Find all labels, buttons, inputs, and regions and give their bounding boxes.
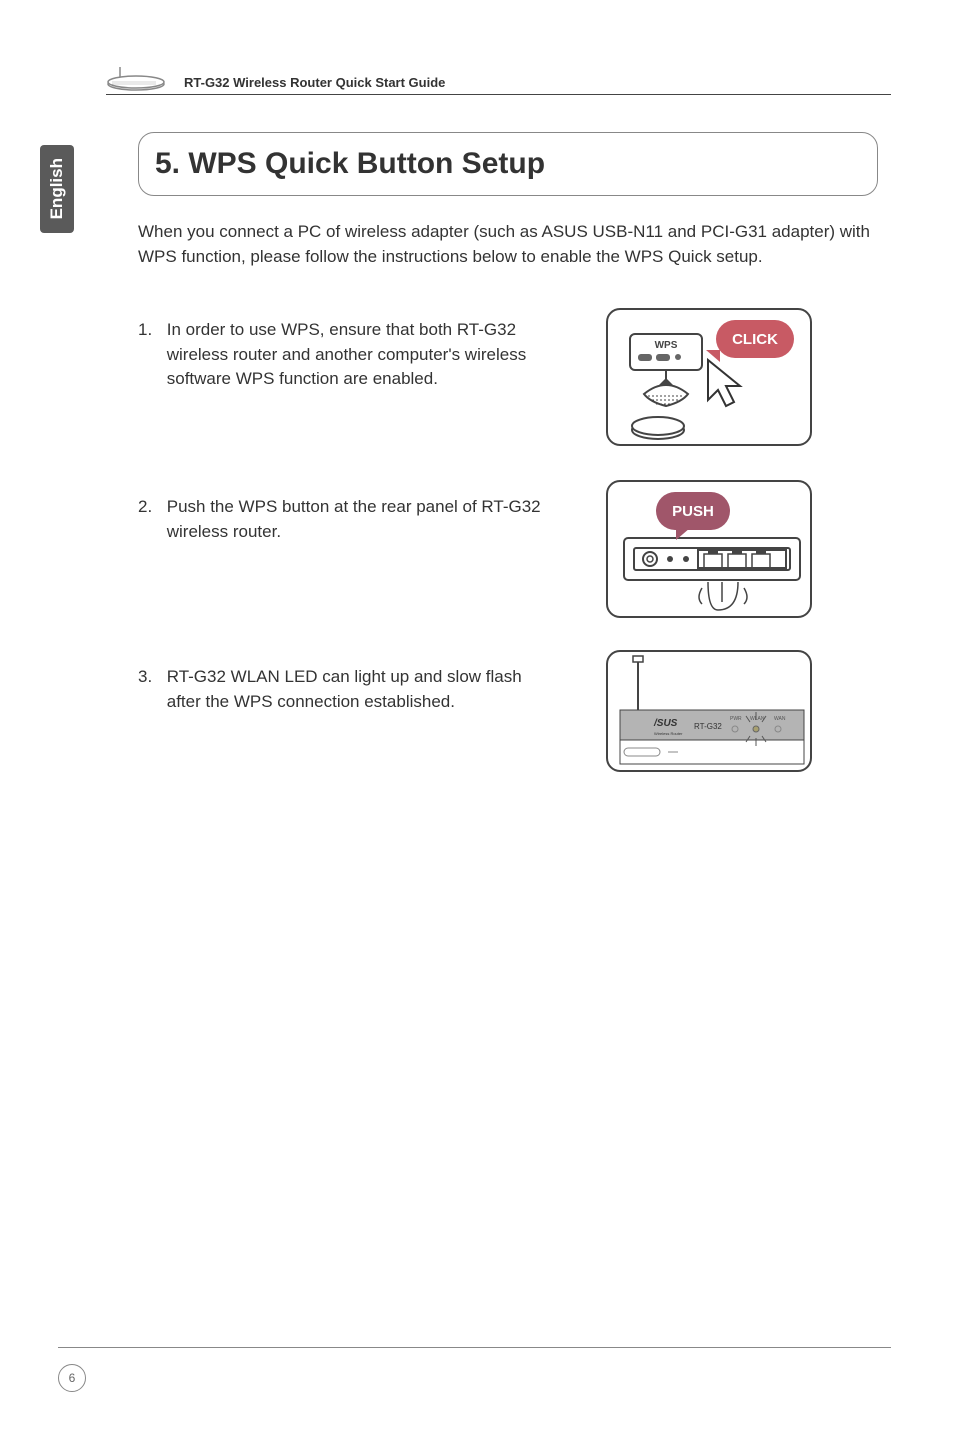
router-header-icon (106, 67, 170, 91)
step-1-number: 1. (138, 318, 162, 343)
step-3-number: 3. (138, 665, 162, 690)
wps-label: WPS (655, 340, 678, 351)
step-3-text: RT-G32 WLAN LED can light up and slow fl… (167, 665, 547, 714)
language-side-tab: English (40, 145, 74, 233)
section-header-box: 5. WPS Quick Button Setup (138, 132, 878, 196)
step-1: 1. In order to use WPS, ensure that both… (138, 318, 558, 392)
svg-text:Wireless Router: Wireless Router (654, 731, 683, 736)
step-2-number: 2. (138, 495, 162, 520)
side-tab-label: English (47, 158, 67, 219)
push-bubble: PUSH (656, 492, 730, 530)
page-number-text: 6 (69, 1371, 76, 1385)
illustration-wlan-led: /SUS Wireless Router RT-G32 PWR WLAN WAN (606, 650, 812, 772)
svg-text:PWR: PWR (730, 716, 742, 722)
step-2-text: Push the WPS button at the rear panel of… (167, 495, 547, 544)
illustration-push-button: PUSH (606, 480, 812, 618)
router-front-led-icon: /SUS Wireless Router RT-G32 PWR WLAN WAN (608, 652, 814, 774)
svg-text:WAN: WAN (774, 716, 786, 722)
page-footer: 6 (58, 1347, 891, 1392)
click-bubble-text: CLICK (732, 331, 778, 348)
svg-text:/SUS: /SUS (653, 718, 678, 729)
page-header: RT-G32 Wireless Router Quick Start Guide (106, 35, 891, 95)
svg-text:RT-G32: RT-G32 (694, 722, 722, 731)
page-number: 6 (58, 1364, 86, 1392)
intro-paragraph: When you connect a PC of wireless adapte… (138, 220, 878, 269)
cursor-arrow-icon (698, 350, 758, 430)
section-title: 5. WPS Quick Button Setup (155, 147, 545, 181)
push-bubble-text: PUSH (672, 503, 714, 520)
doc-title: RT-G32 Wireless Router Quick Start Guide (184, 75, 445, 90)
illustration-click-wps: WPS CLICK (606, 308, 812, 446)
step-1-text: In order to use WPS, ensure that both RT… (167, 318, 547, 392)
step-2: 2. Push the WPS button at the rear panel… (138, 495, 558, 544)
step-3: 3. RT-G32 WLAN LED can light up and slow… (138, 665, 558, 714)
